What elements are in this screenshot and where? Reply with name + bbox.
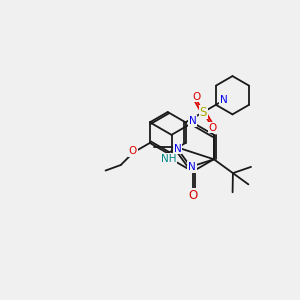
Text: NH: NH [161, 154, 176, 164]
Text: O: O [129, 146, 137, 156]
Text: O: O [188, 188, 197, 202]
Text: O: O [209, 122, 217, 133]
Text: N: N [174, 143, 182, 154]
Text: N: N [189, 116, 196, 126]
Text: S: S [200, 106, 207, 118]
Text: N: N [220, 94, 228, 104]
Text: O: O [193, 92, 201, 101]
Text: N: N [188, 162, 196, 172]
